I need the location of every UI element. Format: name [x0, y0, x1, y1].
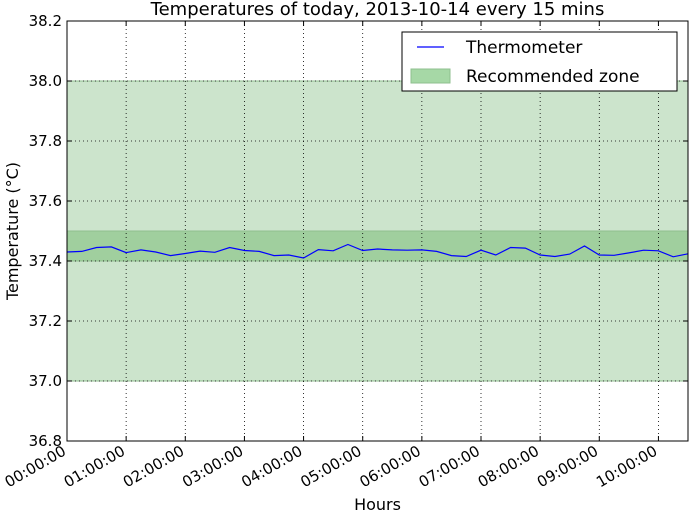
y-tick-label: 37.6 — [29, 192, 62, 210]
legend-label: Thermometer — [465, 38, 582, 58]
series-layer — [66, 243, 689, 259]
legend-box — [401, 31, 678, 92]
bands-layer — [67, 80, 688, 382]
legend-swatch-band — [410, 68, 451, 84]
legend-label: Recommended zone — [466, 67, 640, 87]
chart-title: Temperatures of today, 2013-10-14 every … — [150, 0, 605, 20]
x-tick-label: 02:00:00 — [120, 442, 187, 491]
legend: Thermometer Recommended zone — [401, 31, 678, 92]
y-tick-label: 38.2 — [29, 12, 62, 30]
zone-band-1 — [67, 231, 688, 261]
y-tick-label: 38.0 — [29, 72, 62, 90]
y-axis-label: Temperature (°C) — [3, 162, 22, 301]
y-tick-label: 37.0 — [29, 372, 62, 390]
x-tick-label: 05:00:00 — [297, 442, 364, 491]
x-tick-label: 07:00:00 — [416, 442, 483, 491]
x-tick-label: 03:00:00 — [179, 442, 246, 491]
y-tick-label: 37.4 — [29, 252, 62, 270]
y-tick-label: 37.8 — [29, 132, 62, 150]
x-tick-label: 10:00:00 — [593, 442, 660, 491]
x-tick-label: 04:00:00 — [238, 442, 305, 491]
x-axis-label: Hours — [354, 495, 401, 513]
y-tick-label: 37.2 — [29, 312, 62, 330]
x-tick-label: 08:00:00 — [475, 442, 542, 491]
y-tick-label: 36.8 — [29, 432, 62, 450]
x-tick-label: 01:00:00 — [61, 442, 128, 491]
x-tick-label: 06:00:00 — [357, 442, 424, 491]
x-tick-label: 09:00:00 — [534, 442, 601, 491]
plot-frame — [66, 20, 689, 442]
